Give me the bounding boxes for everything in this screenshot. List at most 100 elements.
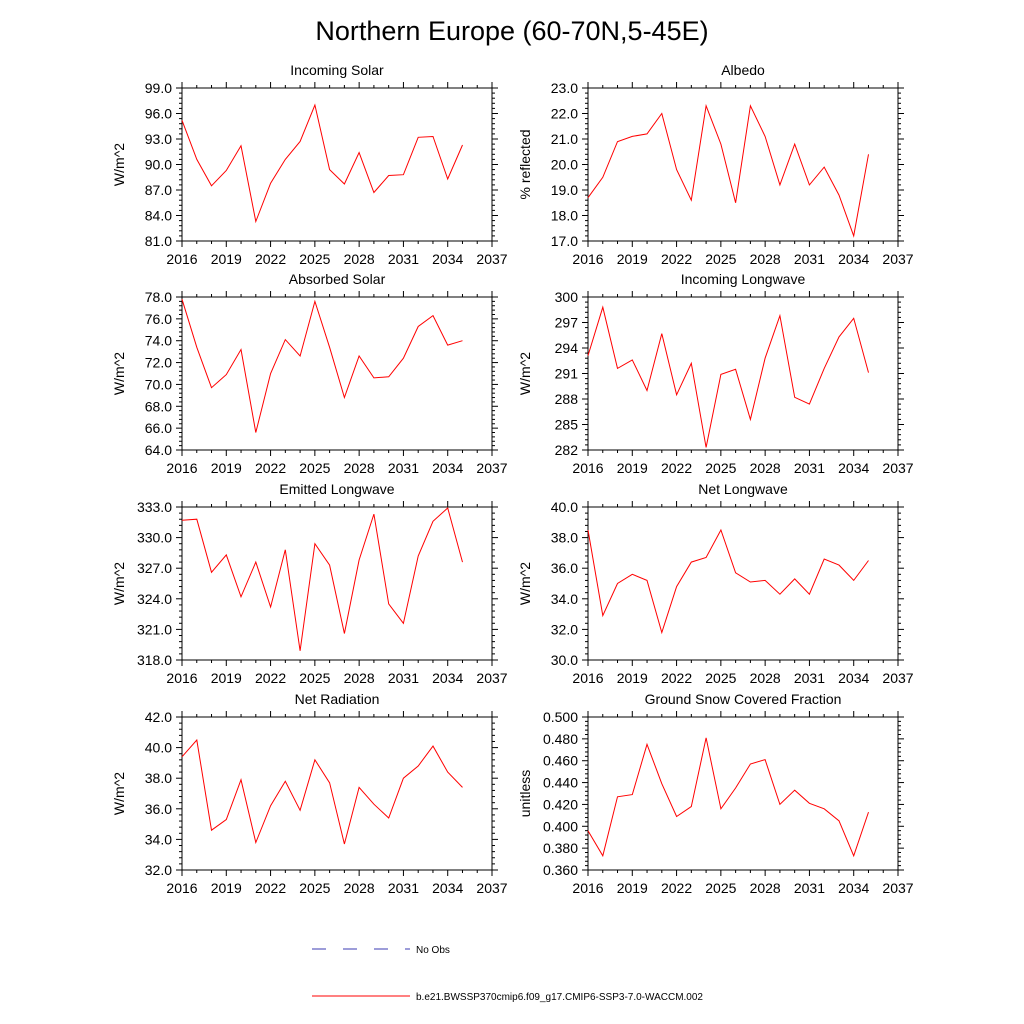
panel-4: Incoming Longwave W/m^2 2016 2019 2022 2025 20… — [517, 271, 914, 476]
y-tick-label: 0.460 — [543, 753, 578, 769]
y-tick-label: 36.0 — [145, 801, 172, 817]
x-tick-label: 2019 — [211, 251, 242, 267]
y-tick-label: 87.0 — [145, 182, 172, 198]
series-line — [181, 103, 463, 224]
x-tick-label: 2028 — [344, 251, 375, 267]
y-axis-label: W/m^2 — [111, 352, 127, 395]
y-tick-label: 42.0 — [145, 709, 172, 725]
y-tick-label: 300 — [555, 289, 579, 305]
x-tick-label: 2016 — [166, 670, 197, 686]
x-tick-label: 2019 — [211, 880, 242, 896]
x-tick-label: 2025 — [299, 880, 330, 896]
series-line — [587, 528, 869, 635]
y-tick-label: 321.0 — [137, 621, 172, 637]
y-axis-label: W/m^2 — [517, 562, 533, 605]
plot-frame — [181, 506, 493, 661]
y-tick-label: 99.0 — [145, 80, 172, 96]
panel-title: Net Longwave — [698, 481, 788, 497]
plot-frame — [587, 296, 899, 451]
y-tick-label: 22.0 — [551, 106, 578, 122]
y-tick-label: 0.480 — [543, 731, 578, 747]
x-tick-label: 2019 — [617, 880, 648, 896]
x-tick-label: 2028 — [750, 460, 781, 476]
x-tick-label: 2028 — [344, 460, 375, 476]
x-tick-label: 2031 — [794, 880, 825, 896]
y-tick-label: 81.0 — [145, 233, 172, 249]
plot-frame — [181, 87, 493, 242]
x-tick-label: 2016 — [166, 460, 197, 476]
x-tick-label: 2031 — [388, 460, 419, 476]
panel-title: Absorbed Solar — [289, 271, 386, 287]
x-tick-label: 2025 — [299, 670, 330, 686]
x-tick-label: 2022 — [255, 251, 286, 267]
x-tick-label: 2025 — [299, 460, 330, 476]
y-tick-label: 78.0 — [145, 289, 172, 305]
series-line — [587, 305, 869, 448]
y-tick-label: 18.0 — [551, 208, 578, 224]
y-axis-label: W/m^2 — [111, 562, 127, 605]
x-tick-label: 2022 — [661, 251, 692, 267]
x-tick-label: 2037 — [882, 460, 913, 476]
legend-obs-label: No Obs — [416, 945, 450, 956]
y-tick-label: 297 — [555, 315, 579, 331]
panels: Incoming Solar W/m^2 2016 2019 2022 2025 2028 2… — [111, 62, 914, 896]
y-axis-label: W/m^2 — [517, 352, 533, 395]
x-tick-label: 2019 — [211, 460, 242, 476]
y-tick-label: 36.0 — [551, 560, 578, 576]
panel-3: Absorbed Solar W/m^2 2016 2019 2022 2025 2028 2… — [111, 271, 508, 476]
y-tick-label: 282 — [555, 442, 579, 458]
panel-5: Emitted Longwave W/m^2 2016 2019 2022 2025 202… — [111, 481, 508, 686]
y-tick-label: 96.0 — [145, 106, 172, 122]
plot-frame — [181, 716, 493, 871]
y-tick-label: 74.0 — [145, 333, 172, 349]
x-tick-label: 2016 — [166, 251, 197, 267]
x-tick-label: 2034 — [432, 460, 463, 476]
y-tick-label: 20.0 — [551, 157, 578, 173]
y-tick-label: 38.0 — [145, 770, 172, 786]
y-tick-label: 288 — [555, 391, 579, 407]
y-tick-label: 66.0 — [145, 420, 172, 436]
y-tick-label: 40.0 — [145, 740, 172, 756]
x-tick-label: 2016 — [572, 460, 603, 476]
y-tick-label: 0.360 — [543, 862, 578, 878]
y-tick-label: 68.0 — [145, 398, 172, 414]
x-tick-label: 2028 — [344, 880, 375, 896]
y-tick-label: 72.0 — [145, 355, 172, 371]
legend-model-label: b.e21.BWSSP370cmip6.f09_g17.CMIP6-SSP3-7… — [416, 992, 703, 1003]
x-tick-label: 2025 — [705, 251, 736, 267]
series-line — [181, 299, 463, 433]
y-tick-label: 17.0 — [551, 233, 578, 249]
y-axis-label: W/m^2 — [111, 143, 127, 186]
y-tick-label: 34.0 — [145, 831, 172, 847]
x-tick-label: 2028 — [750, 880, 781, 896]
x-tick-label: 2037 — [882, 880, 913, 896]
x-tick-label: 2034 — [838, 880, 869, 896]
panel-title: Albedo — [721, 62, 765, 78]
y-tick-label: 40.0 — [551, 499, 578, 515]
x-tick-label: 2037 — [476, 251, 507, 267]
y-axis-label: W/m^2 — [111, 772, 127, 815]
x-tick-label: 2031 — [388, 880, 419, 896]
x-tick-label: 2034 — [432, 880, 463, 896]
x-tick-label: 2025 — [705, 880, 736, 896]
x-tick-label: 2031 — [388, 670, 419, 686]
panel-title: Emitted Longwave — [279, 481, 394, 497]
x-tick-label: 2031 — [388, 251, 419, 267]
x-tick-label: 2025 — [299, 251, 330, 267]
x-tick-label: 2022 — [661, 670, 692, 686]
series-line — [587, 737, 869, 858]
y-tick-label: 333.0 — [137, 499, 172, 515]
x-tick-label: 2034 — [432, 670, 463, 686]
y-tick-label: 0.420 — [543, 796, 578, 812]
x-tick-label: 2019 — [617, 460, 648, 476]
y-tick-label: 0.400 — [543, 818, 578, 834]
x-tick-label: 2031 — [794, 251, 825, 267]
series-line — [181, 507, 463, 651]
x-tick-label: 2037 — [476, 670, 507, 686]
x-tick-label: 2025 — [705, 460, 736, 476]
panel-1: Incoming Solar W/m^2 2016 2019 2022 2025 2028 2… — [111, 62, 508, 267]
x-tick-label: 2019 — [617, 670, 648, 686]
x-tick-label: 2022 — [255, 670, 286, 686]
panel-title: Net Radiation — [295, 691, 380, 707]
x-tick-label: 2022 — [255, 460, 286, 476]
